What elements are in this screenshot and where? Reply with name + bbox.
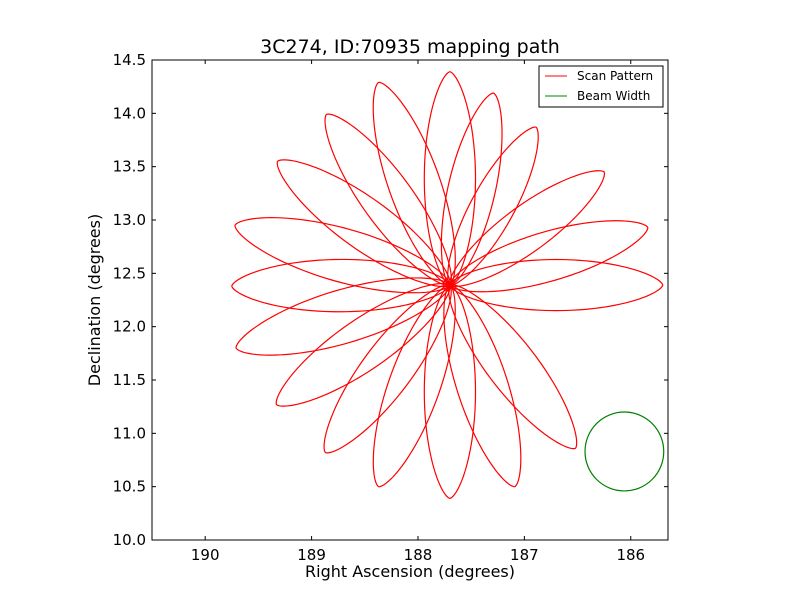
scan-pattern-petal	[276, 159, 451, 288]
scan-pattern-petal	[231, 258, 451, 313]
scan-pattern-petal	[372, 81, 456, 286]
scan-pattern-petal	[448, 170, 606, 287]
y-tick-label: 10.5	[113, 478, 146, 496]
scan-pattern-petal	[423, 71, 477, 286]
y-tick-label: 12.0	[113, 318, 146, 336]
x-tick-label: 187	[510, 546, 539, 564]
x-tick-label: 189	[297, 546, 326, 564]
scan-pattern-petal	[449, 220, 649, 293]
scan-pattern-petal	[447, 126, 539, 286]
y-tick-label: 14.5	[113, 51, 146, 69]
scan-pattern-petal	[448, 284, 578, 450]
scan-pattern-petal	[324, 113, 452, 286]
y-tick-label: 13.5	[113, 158, 146, 176]
y-tick-label: 12.5	[113, 264, 146, 282]
scan-pattern-petal	[275, 282, 451, 407]
scan-pattern-petal	[440, 92, 503, 286]
legend-box	[538, 65, 664, 108]
scan-pattern-petal	[423, 284, 477, 500]
tick-layer: 190 189 188 187 186 10.0 10.5 11.0 11.5 12.0 12.5 1…	[113, 51, 668, 564]
plot-area	[152, 60, 668, 540]
scan-pattern-petal	[323, 284, 452, 454]
y-tick-label: 14.0	[113, 104, 146, 122]
series-group	[231, 71, 665, 500]
y-tick-label: 11.5	[113, 371, 146, 389]
scan-pattern-petal	[235, 277, 451, 356]
legend-label-beam-width: Beam Width	[577, 89, 650, 103]
scan-pattern-petal	[443, 284, 522, 488]
y-tick-label: 13.0	[113, 211, 146, 229]
y-tick-label: 11.0	[113, 424, 146, 442]
x-tick-label: 186	[616, 546, 645, 564]
y-tick-label: 10.0	[113, 531, 146, 549]
x-tick-label: 190	[191, 546, 220, 564]
x-tick-label: 188	[404, 546, 433, 564]
plot-frame	[151, 59, 669, 541]
series-layer	[231, 71, 665, 500]
scan-pattern-petal	[372, 284, 456, 488]
chart-title: 3C274, ID:70935 mapping path	[260, 36, 560, 58]
legend: Scan Pattern Beam Width	[538, 65, 664, 108]
legend-label-scan-pattern: Scan Pattern	[577, 69, 653, 83]
scan-pattern-petal	[449, 258, 664, 312]
scan-pattern-petal	[234, 217, 451, 294]
y-axis-label: Declination (degrees)	[85, 214, 104, 386]
beam-width-circle	[584, 411, 665, 492]
x-axis-label: Right Ascension (degrees)	[305, 562, 515, 581]
